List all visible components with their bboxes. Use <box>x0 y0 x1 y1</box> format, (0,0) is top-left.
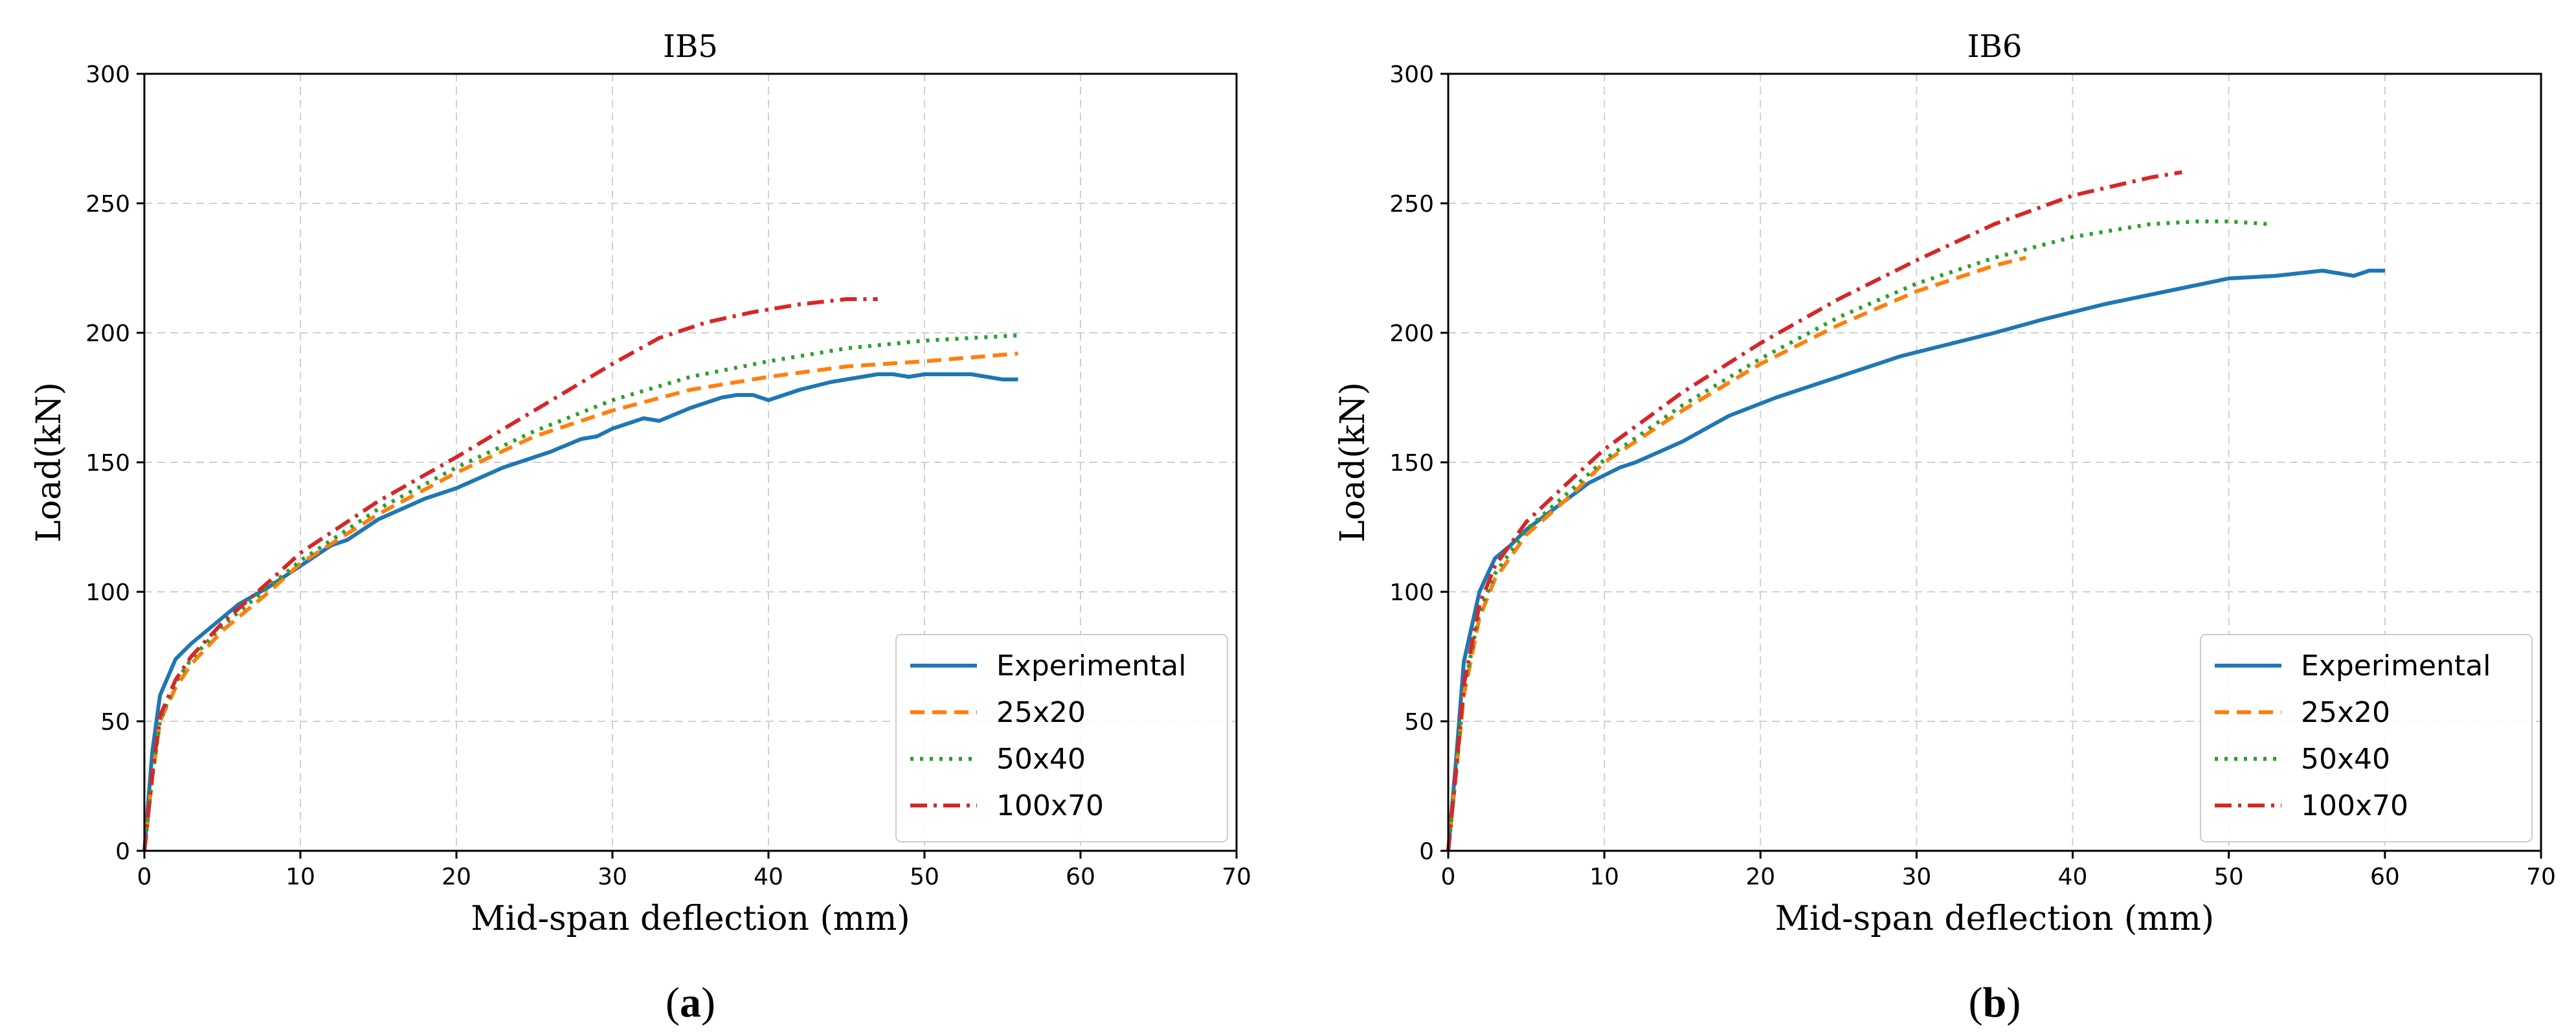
chart1-title: IB6 <box>1967 28 2022 65</box>
chart0-legend-label-100x70: 100x70 <box>996 789 1104 822</box>
chart0-series-line-25x20 <box>142 352 1018 851</box>
chart1-series-line-25x20 <box>1446 256 2026 851</box>
chart1-xtick-label-3: 30 <box>1902 864 1932 890</box>
chart1-xtick-label-2: 20 <box>1745 864 1775 890</box>
chart1-ytick-label-1: 50 <box>1404 709 1434 736</box>
chart0-xtick-label-4: 40 <box>754 864 783 890</box>
chart1-ytick-label-4: 200 <box>1389 321 1434 347</box>
chart1-xtick-label-6: 60 <box>2370 864 2400 890</box>
chart1-xlabel: Mid-span deflection (mm) <box>1775 899 2214 938</box>
chart1-legend-label-25x20: 25x20 <box>2301 696 2390 729</box>
chart0-xtick-label-1: 10 <box>286 864 315 890</box>
chart0-legend-label-50x40: 50x40 <box>996 743 1086 776</box>
chart1-xtick-label-5: 50 <box>2214 864 2244 890</box>
chart1-xtick-label-7: 70 <box>2526 864 2556 890</box>
chart0-series-line-100x70 <box>142 297 878 851</box>
chart0-series-line-50x40 <box>142 333 1018 851</box>
chart0-xtick-label-2: 20 <box>442 864 471 890</box>
chart0-legend: Experimental 25x20 50x40 100x70 <box>895 634 1228 842</box>
chart1-legend-box <box>2200 634 2533 842</box>
chart1-ylabel: Load(kN) <box>1334 382 1372 543</box>
chart0-legend-label-experimental: Experimental <box>996 649 1186 682</box>
chart0-ytick-label-6: 300 <box>85 62 130 88</box>
chart0-ytick-label-0: 0 <box>115 839 130 865</box>
chart0-ytick-label-1: 50 <box>100 709 130 736</box>
chart1-ytick-label-6: 300 <box>1389 62 1434 88</box>
chart0-ytick-label-5: 250 <box>85 191 130 218</box>
chart1-caption: (b) <box>1969 979 2021 1026</box>
chart1-ytick-label-0: 0 <box>1419 839 1434 865</box>
chart0-xtick-label-7: 70 <box>1222 864 1251 890</box>
chart1-xtick-label-4: 40 <box>2058 864 2088 890</box>
chart0-ytick-label-2: 100 <box>85 580 130 606</box>
chart1-series-line-50x40 <box>1446 220 2268 851</box>
chart1-series-line-100x70 <box>1446 170 2182 851</box>
chart1-ytick-label-3: 150 <box>1389 450 1434 477</box>
chart0-ytick-label-3: 150 <box>85 450 130 477</box>
chart1-ytick-label-2: 100 <box>1389 580 1434 606</box>
chart0-title: IB5 <box>663 28 718 65</box>
chart0-series-line-experimental <box>142 372 1018 851</box>
chart0-ylabel: Load(kN) <box>30 382 69 543</box>
chart1-xtick-label-0: 0 <box>1441 864 1456 890</box>
chart0-xtick-label-3: 30 <box>598 864 627 890</box>
chart0-xtick-label-5: 50 <box>910 864 939 890</box>
chart0-xtick-label-0: 0 <box>137 864 152 890</box>
chart1-legend: Experimental 25x20 50x40 100x70 <box>2200 634 2533 842</box>
chart1-ytick-label-5: 250 <box>1389 191 1434 218</box>
chart0-ytick-label-4: 200 <box>85 321 130 347</box>
chart1-legend-label-100x70: 100x70 <box>2301 789 2408 822</box>
chart0-legend-box <box>895 634 1228 842</box>
chart1-legend-label-experimental: Experimental <box>2301 649 2491 682</box>
chart1-legend-label-50x40: 50x40 <box>2301 743 2390 776</box>
chart1-xtick-label-1: 10 <box>1589 864 1619 890</box>
panel-ib6: 0 10 20 30 40 50 60 70 0 50 100 150 200 250 300 IB6 Mid-… <box>1334 28 2556 1026</box>
chart0-xlabel: Mid-span deflection (mm) <box>471 899 910 938</box>
panel-ib5: 0 10 20 30 40 50 60 70 0 50 100 150 200 250 300 IB5 Mid-… <box>30 28 1251 1026</box>
chart0-caption: (a) <box>666 979 715 1026</box>
chart0-xtick-label-6: 60 <box>1066 864 1095 890</box>
chart0-legend-label-25x20: 25x20 <box>996 696 1086 729</box>
